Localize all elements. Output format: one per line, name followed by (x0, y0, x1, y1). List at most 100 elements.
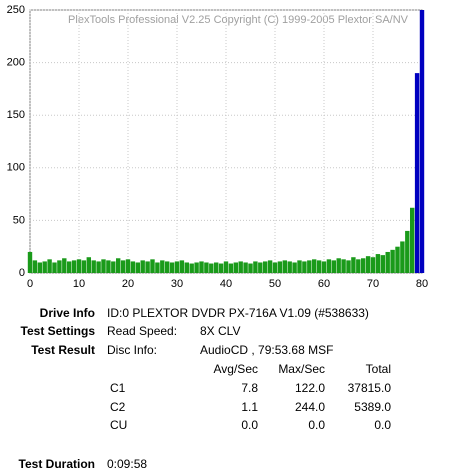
bar (272, 262, 278, 273)
bar (356, 259, 361, 273)
bar (218, 263, 224, 273)
bar (360, 258, 366, 273)
bar (414, 73, 420, 274)
bar (115, 258, 121, 273)
y-tick-label: 0 (19, 267, 25, 279)
bar (282, 260, 288, 273)
x-tick-label: 60 (318, 278, 330, 290)
bar (223, 261, 229, 273)
cell: 0.0 (241, 418, 258, 432)
bar (194, 262, 199, 273)
label: Test Result (31, 343, 95, 357)
bar (346, 260, 351, 273)
bar (145, 261, 150, 273)
cell: 5389.0 (354, 399, 391, 414)
label: Drive Info (39, 306, 95, 320)
bar (380, 255, 386, 273)
bar (341, 259, 346, 273)
bar (184, 262, 190, 273)
bar (321, 261, 327, 273)
y-tick-label: 100 (7, 162, 25, 174)
bar (253, 261, 258, 273)
bar (106, 260, 111, 273)
x-tick-label: 50 (269, 278, 281, 290)
bar (130, 261, 136, 273)
x-tick-label: 30 (171, 278, 183, 290)
bar (199, 261, 204, 273)
row-name: C2 (110, 399, 126, 414)
chart: PlexTools Professional V2.25 Copyright (… (7, 4, 428, 290)
cell: 0.0 (308, 418, 325, 432)
bar (57, 260, 62, 273)
column-header: Total (365, 362, 391, 376)
bar (111, 261, 116, 273)
x-tick-label: 80 (416, 278, 428, 290)
bar (292, 262, 297, 273)
bar (120, 260, 126, 273)
bar (316, 260, 322, 273)
bar (164, 261, 170, 273)
cell: 122.0 (294, 381, 325, 395)
value: 8X CLV (200, 324, 241, 338)
bar (331, 260, 337, 273)
bar (326, 259, 332, 273)
bar (400, 241, 405, 273)
bar (243, 262, 248, 273)
y-tick-label: 200 (7, 57, 25, 69)
bar (189, 263, 194, 273)
bar (336, 258, 341, 273)
y-tick-label: 250 (7, 4, 25, 16)
bar (96, 261, 101, 273)
label: Test Settings (20, 324, 95, 338)
bar (135, 262, 141, 273)
bar (169, 262, 175, 273)
bar (160, 260, 165, 273)
x-tick-label: 10 (73, 278, 85, 290)
bar (385, 251, 390, 273)
x-tick-label: 40 (220, 278, 232, 290)
bar (238, 261, 243, 273)
cell: 7.8 (241, 381, 258, 395)
bar (233, 262, 239, 273)
bar (101, 259, 106, 273)
bar (125, 259, 131, 273)
value: AudioCD , 79:53.68 MSF (200, 343, 334, 357)
chart-title: PlexTools Professional V2.25 Copyright (… (68, 14, 409, 26)
bar (390, 249, 395, 273)
bar (375, 254, 381, 273)
bar (155, 262, 160, 273)
bar (262, 261, 268, 273)
value: 0:09:58 (107, 457, 148, 471)
label: Test Duration (18, 457, 95, 471)
bar (297, 260, 302, 273)
y-tick-label: 150 (7, 109, 25, 121)
bar (228, 263, 234, 273)
x-tick-label: 0 (27, 278, 33, 290)
bar (71, 260, 77, 273)
bar (174, 261, 180, 273)
bar (419, 10, 425, 273)
bar (81, 260, 87, 273)
x-tick-label: 20 (122, 278, 134, 290)
key: Disc Info: (107, 343, 158, 357)
bar (409, 207, 415, 273)
bar (32, 260, 38, 273)
bar (365, 256, 371, 273)
bar (42, 261, 47, 273)
column-header: Avg/Sec (213, 362, 258, 376)
bar (140, 260, 145, 273)
bar (76, 259, 82, 273)
bar (287, 261, 292, 273)
bar (150, 259, 155, 273)
bar (213, 262, 219, 273)
bar (62, 258, 67, 273)
cell: 0.0 (374, 418, 391, 432)
bar (248, 263, 253, 273)
bar (351, 257, 356, 273)
bar (47, 259, 52, 273)
bar (86, 257, 92, 273)
bar (277, 261, 283, 273)
bar (91, 260, 96, 273)
bar (267, 260, 273, 273)
bar (395, 246, 400, 273)
